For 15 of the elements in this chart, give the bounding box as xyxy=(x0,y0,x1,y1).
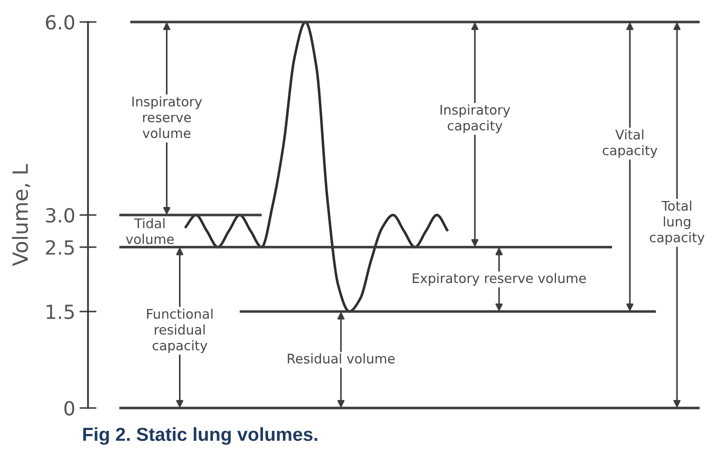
y-tick-label: 6.0 xyxy=(46,14,74,30)
y-tick-label: 2.5 xyxy=(46,240,74,255)
annotation: Vital capacity xyxy=(602,129,658,158)
annotation: Expiratory reserve volume xyxy=(412,272,586,286)
annotation: Inspiratory reserve volume xyxy=(132,96,202,138)
annotation: Inspiratory capacity xyxy=(440,104,510,134)
y-tick-label: 1.5 xyxy=(46,304,74,320)
y-tick-label: 3.0 xyxy=(46,208,74,223)
text: Fig 2. Static lung volumes. xyxy=(83,427,318,445)
annotation: Tidal volume xyxy=(126,218,174,244)
annotation: Total lung capacity xyxy=(650,200,704,245)
y-tick-label: 0 xyxy=(64,400,74,416)
y-axis-title: Volume, L xyxy=(12,164,30,266)
annotation: Residual volume xyxy=(288,353,395,364)
annotation: Functional residual capacity xyxy=(147,308,212,353)
